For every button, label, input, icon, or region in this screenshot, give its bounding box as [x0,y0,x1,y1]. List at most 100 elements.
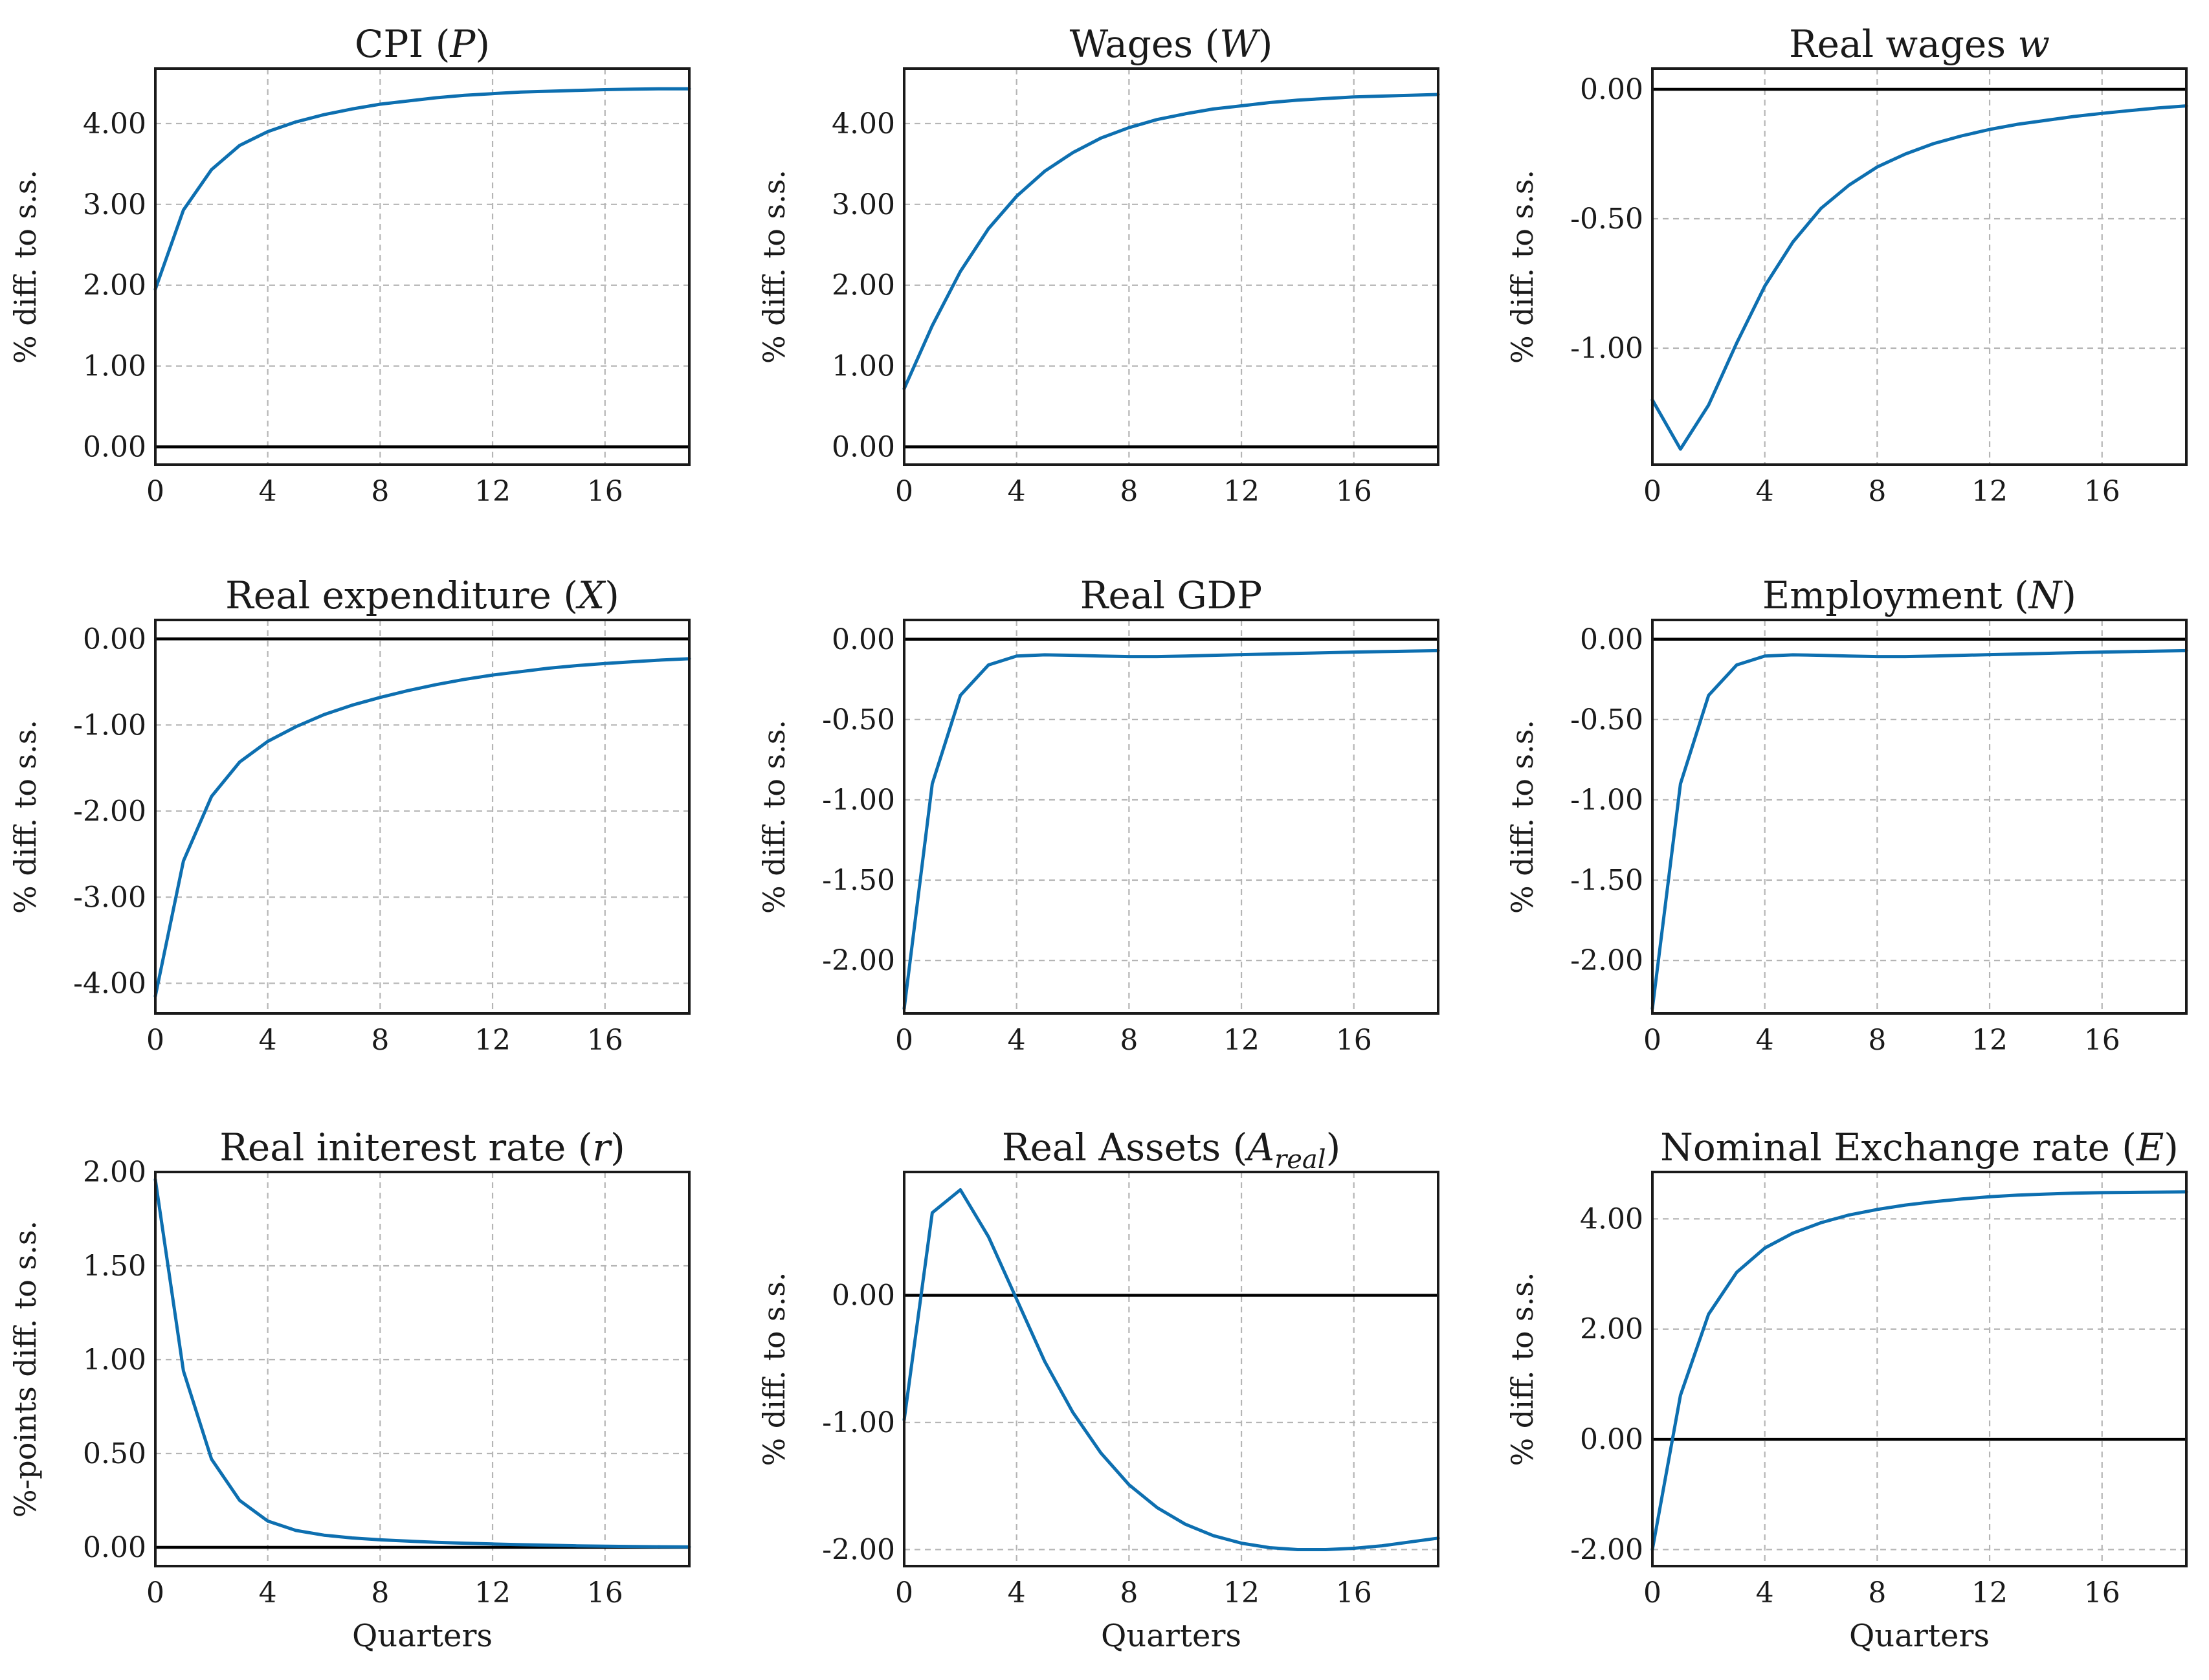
panel-title: Real expenditure (X) [225,573,619,617]
x-tick-label: 0 [895,1024,913,1057]
y-tick-label: -2.00 [822,1533,895,1566]
y-tick-label: 0.00 [83,1531,146,1564]
series-line [902,93,1440,391]
chart-panel: 0 4 8 12 16 -4.00 -3.00 -2.00 -1.00 0.00 Real expe… [8,573,691,1057]
y-tick-label: 0.00 [1580,623,1643,656]
series-line [902,1188,1440,1551]
y-tick-label: 4.00 [1580,1202,1643,1235]
y-tick-label: -1.50 [822,864,895,897]
x-tick-label: 12 [1223,1576,1260,1609]
x-tick-label: 12 [1971,475,2008,508]
chart-panel: 0 4 8 12 16 0.00 1.00 2.00 3.00 4.00 Wages (W) % di… [757,22,1440,508]
y-tick-label: 3.00 [83,188,146,221]
y-tick-label: -1.00 [822,1406,895,1439]
y-tick-label: -4.00 [73,967,146,1000]
panel-title: Nominal Exchange rate (E) [1660,1125,2179,1169]
x-axis-label: Quarters [352,1618,493,1654]
y-axis-label: % diff. to s.s. [1505,170,1540,364]
y-tick-label: -2.00 [1570,944,1643,977]
y-tick-label: 1.00 [83,350,146,383]
axes-frame [903,619,1439,1015]
x-tick-label: 16 [2084,1576,2120,1609]
y-tick-label: 2.00 [83,269,146,302]
y-tick-label: 0.00 [832,1279,895,1312]
y-tick-label: 0.00 [83,431,146,464]
x-tick-label: 0 [1643,1024,1661,1057]
series-line [1650,648,2188,1011]
y-axis-label: %-points diff. to s.s. [8,1221,43,1518]
y-tick-label: 1.00 [832,350,895,383]
chart-panel: 0 4 8 12 16 -2.00 -1.50 -1.00 -0.50 0.00 Real GDP%… [757,573,1440,1057]
x-tick-label: 4 [259,475,277,508]
x-tick-label: 4 [1756,1024,1774,1057]
x-tick-label: 16 [1336,1024,1372,1057]
chart-panel: 0 4 8 12 16 0.00 1.00 2.00 3.00 4.00 CPI (P) % diff… [8,22,691,508]
x-tick-label: 4 [1008,475,1026,508]
x-tick-label: 8 [1120,1576,1138,1609]
y-tick-label: -2.00 [822,944,895,977]
series-line [902,648,1440,1011]
panel-title: Real GDP [1080,573,1262,617]
x-tick-label: 16 [587,1576,623,1609]
x-tick-label: 12 [1223,1024,1260,1057]
x-tick-label: 8 [371,1576,389,1609]
y-tick-label: 1.50 [83,1250,146,1283]
y-axis-label: % diff. to s.s. [757,1272,792,1466]
x-tick-label: 8 [1120,475,1138,508]
y-axis-label: % diff. to s.s. [757,170,792,364]
x-tick-label: 16 [587,1024,623,1057]
chart-panel: 0 4 8 12 16 -2.00 0.00 2.00 4.00 Nominal Exchange… [1505,1125,2188,1654]
x-tick-label: 8 [1868,1024,1886,1057]
y-tick-label: 4.00 [832,107,895,140]
chart-panel: 0 4 8 12 16 -1.00 -0.50 0.00 Real wages w % diff.… [1505,22,2188,508]
y-axis-label: % diff. to s.s. [757,720,792,914]
y-tick-label: 2.00 [1580,1313,1643,1346]
y-tick-label: 3.00 [832,188,895,221]
axes-frame [1651,1171,2188,1567]
y-tick-label: -1.00 [822,784,895,817]
x-tick-label: 12 [1971,1024,2008,1057]
chart-panel: 0 4 8 12 16 0.00 0.50 1.00 1.50 2.00 Real initeres… [8,1125,691,1654]
y-tick-label: -1.00 [1570,784,1643,817]
panel-title: CPI (P) [355,22,490,66]
x-tick-label: 4 [1756,1576,1774,1609]
y-tick-label: 2.00 [832,269,895,302]
y-axis-label: % diff. to s.s. [8,720,43,914]
y-axis-label: % diff. to s.s. [1505,1272,1540,1466]
y-tick-label: -2.00 [1570,1533,1643,1566]
y-tick-label: 4.00 [83,107,146,140]
y-tick-label: 0.50 [83,1437,146,1470]
y-tick-label: -1.00 [73,709,146,742]
x-tick-label: 8 [371,1024,389,1057]
x-tick-label: 12 [474,1576,511,1609]
x-tick-label: 0 [146,1024,164,1057]
x-tick-label: 16 [1336,1576,1372,1609]
y-tick-label: -2.00 [73,795,146,828]
x-tick-label: 8 [1868,475,1886,508]
axes-frame [903,67,1439,466]
axes-frame [154,1171,691,1567]
x-tick-label: 4 [259,1024,277,1057]
panel-title: Real initerest rate (r) [219,1125,625,1169]
series-line [153,87,691,291]
y-tick-label: -3.00 [73,881,146,914]
series-line [153,657,691,998]
x-tick-label: 0 [1643,475,1661,508]
axes-frame [154,67,691,466]
x-tick-label: 0 [146,475,164,508]
panel-title: Real wages w [1789,22,2050,66]
x-tick-label: 16 [587,475,623,508]
x-tick-label: 16 [1336,475,1372,508]
y-tick-label: -0.50 [1570,203,1643,236]
y-axis-label: % diff. to s.s. [1505,720,1540,914]
y-tick-label: -1.00 [1570,332,1643,365]
y-tick-label: 0.00 [1580,73,1643,106]
x-tick-label: 16 [2084,475,2120,508]
x-tick-label: 0 [1643,1576,1661,1609]
x-tick-label: 4 [259,1576,277,1609]
x-tick-label: 12 [474,475,511,508]
x-tick-label: 0 [895,475,913,508]
series-line [153,1178,691,1549]
x-tick-label: 4 [1008,1024,1026,1057]
x-tick-label: 8 [1120,1024,1138,1057]
